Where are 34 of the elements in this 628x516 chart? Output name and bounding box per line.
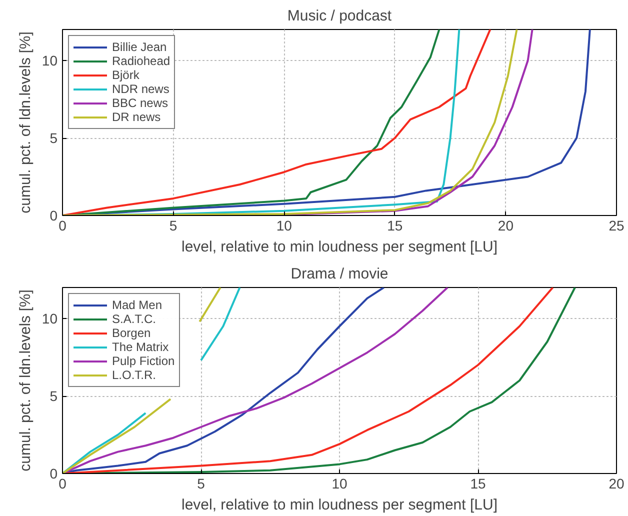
- y-axis-title: cumul. pct. of ldn.levels [%]: [16, 290, 34, 472]
- legend-label: S.A.T.C.: [112, 312, 156, 326]
- legend-label: Mad Men: [112, 298, 162, 312]
- x-tick-label: 10: [332, 476, 348, 492]
- legend-label: Pulp Fiction: [112, 354, 175, 368]
- legend-label: BBC news: [112, 96, 168, 110]
- legend-label: Björk: [112, 68, 140, 82]
- legend-label: NDR news: [112, 82, 170, 96]
- x-tick-label: 25: [608, 218, 624, 234]
- y-tick-label: 10: [42, 310, 58, 326]
- y-tick-label: 0: [50, 208, 58, 224]
- y-tick-label: 5: [50, 388, 58, 404]
- x-tick-label: 15: [470, 476, 486, 492]
- x-tick-label: 5: [169, 218, 178, 234]
- x-tick-label: 20: [498, 218, 514, 234]
- x-axis-title: level, relative to min loudness per segment [LU]: [182, 238, 498, 256]
- legend-label: Borgen: [112, 326, 151, 340]
- chart-title: Drama / movie: [290, 266, 388, 282]
- legend-label: Radiohead: [112, 54, 170, 68]
- legend-label: DR news: [112, 110, 161, 124]
- x-tick-label: 15: [387, 218, 403, 234]
- x-tick-label: 5: [197, 476, 206, 492]
- legend-label: The Matrix: [112, 340, 169, 354]
- chart-title: Music / podcast: [287, 8, 392, 24]
- legend-label: L.O.T.R.: [112, 368, 156, 382]
- y-axis-title: cumul. pct. of ldn.levels [%]: [16, 32, 34, 214]
- legend-label: Billie Jean: [112, 40, 167, 54]
- y-tick-label: 5: [50, 130, 58, 146]
- y-tick-label: 10: [42, 52, 58, 68]
- x-tick-label: 20: [608, 476, 624, 492]
- line-series: [62, 288, 449, 474]
- y-tick-label: 0: [50, 466, 58, 482]
- x-tick-label: 10: [276, 218, 292, 234]
- x-axis-title: level, relative to min loudness per segment [LU]: [182, 496, 498, 514]
